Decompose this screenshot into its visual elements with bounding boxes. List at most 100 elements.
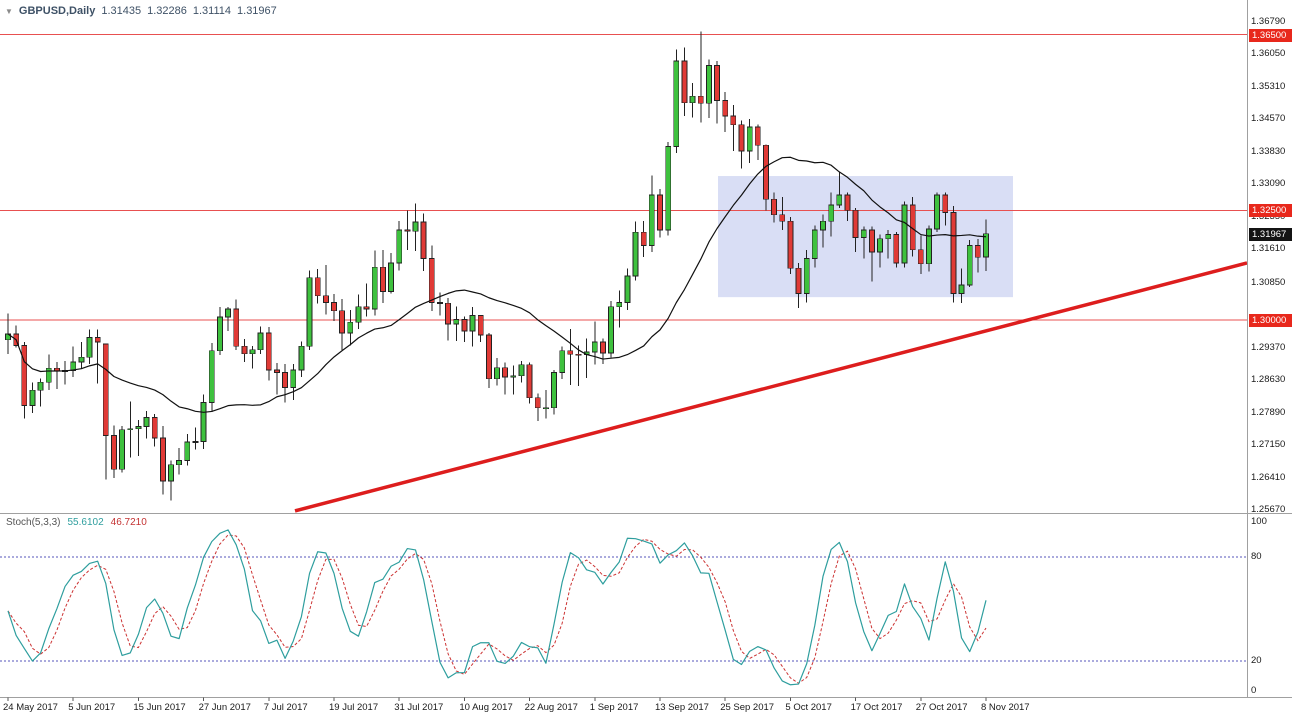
- bull-candle: [510, 375, 517, 378]
- time-axis-label: 5 Jun 2017: [68, 702, 116, 713]
- bull-candle: [648, 194, 655, 246]
- bear-candle: [241, 345, 248, 355]
- bear-candle: [437, 302, 443, 304]
- bull-candle: [208, 350, 215, 403]
- bear-candle: [21, 345, 28, 406]
- bull-candle: [616, 302, 623, 308]
- bear-candle: [331, 302, 337, 312]
- bear-candle: [428, 258, 435, 303]
- bear-candle: [322, 295, 329, 303]
- bear-candle: [869, 229, 875, 253]
- bull-candle: [551, 372, 557, 409]
- bull-candle: [966, 244, 973, 286]
- bear-candle: [771, 198, 777, 216]
- bull-candle: [347, 321, 354, 334]
- bull-candle: [86, 337, 93, 358]
- price-axis-label: 1.36790: [1251, 16, 1286, 27]
- price-axis-label: 1.33830: [1251, 145, 1286, 157]
- bull-candle: [559, 350, 566, 374]
- time-axis-label: 13 Sep 2017: [655, 702, 709, 713]
- bull-candle: [192, 441, 199, 443]
- bull-candle: [355, 306, 362, 323]
- bull-candle: [632, 231, 639, 277]
- bull-candle: [746, 126, 753, 152]
- main-price-panel[interactable]: [0, 31, 1247, 513]
- bear-candle: [575, 353, 582, 356]
- bull-candle: [396, 229, 403, 264]
- time-axis-label: 19 Jul 2017: [329, 702, 379, 713]
- bull-candle: [901, 204, 908, 264]
- bear-candle: [379, 266, 386, 292]
- time-axis-label: 1 Sep 2017: [589, 702, 639, 713]
- stochastic-signal-line: [7, 534, 987, 684]
- price-axis[interactable]: 1.36790 1.36050 1.35310 1.34570 1.33830 1.330…: [1248, 0, 1292, 698]
- price-line-badge: 1.32500: [1249, 204, 1292, 218]
- bull-candle: [543, 407, 549, 410]
- bear-candle: [917, 249, 924, 265]
- price-axis-label: 1.28630: [1251, 374, 1286, 386]
- bull-candle: [860, 229, 867, 238]
- price-line-badge: 1.36500: [1249, 28, 1292, 42]
- bull-candle: [371, 266, 378, 310]
- symbol-dropdown-icon[interactable]: ▼: [5, 6, 13, 16]
- price-axis-label: 1.35310: [1251, 80, 1286, 92]
- bear-candle: [534, 397, 541, 409]
- bull-candle: [828, 204, 835, 222]
- quote-low: 1.31114: [192, 5, 232, 17]
- bull-candle: [176, 460, 183, 466]
- time-axis-label: 17 Oct 2017: [850, 702, 903, 713]
- bear-candle: [151, 417, 158, 439]
- bull-candle: [469, 315, 476, 332]
- bull-candle: [306, 277, 313, 347]
- bull-candle: [591, 341, 598, 353]
- time-axis-label: 22 Aug 2017: [524, 702, 578, 713]
- bull-candle: [983, 233, 989, 258]
- bear-candle: [974, 244, 981, 258]
- bull-candle: [412, 221, 419, 232]
- bull-candle: [811, 229, 818, 259]
- bull-candle: [624, 275, 631, 303]
- bear-candle: [852, 209, 859, 238]
- time-axis-label: 5 Oct 2017: [785, 702, 832, 713]
- time-axis[interactable]: 24 May 2017 5 Jun 2017 15 Jun 2017 27 Jun 2…: [0, 700, 1292, 720]
- bull-candle: [290, 369, 297, 388]
- price-axis-label: 1.36050: [1251, 48, 1286, 60]
- quote-open: 1.31435: [101, 5, 142, 17]
- bull-candle: [127, 428, 134, 431]
- bear-candle: [738, 124, 745, 152]
- bull-candle: [877, 238, 883, 253]
- bull-candle: [673, 60, 680, 148]
- bull-candle: [706, 65, 712, 104]
- bear-candle: [159, 437, 166, 482]
- bear-candle: [714, 65, 720, 101]
- bear-candle: [274, 369, 280, 374]
- time-axis-label: 8 Nov 2017: [981, 702, 1030, 713]
- time-axis-label: 15 Jun 2017: [133, 702, 186, 713]
- price-line-badge: 1.30000: [1249, 313, 1292, 327]
- bull-candle: [45, 367, 52, 383]
- bull-candle: [37, 381, 44, 391]
- time-axis-label: 27 Jun 2017: [198, 702, 251, 713]
- moving-average-line[interactable]: [7, 156, 987, 413]
- bear-candle: [314, 277, 321, 297]
- bear-candle: [893, 234, 900, 264]
- bull-candle: [184, 441, 191, 461]
- ascending-trendline[interactable]: [294, 261, 1247, 513]
- stochastic-panel[interactable]: [0, 529, 1247, 686]
- quote-close: 1.31967: [237, 5, 277, 17]
- bear-candle: [233, 308, 240, 347]
- price-axis-label: 1.29370: [1251, 341, 1286, 353]
- bear-candle: [657, 194, 663, 231]
- bull-candle: [885, 234, 892, 240]
- bull-candle: [958, 284, 965, 295]
- price-axis-label: 1.34570: [1251, 113, 1286, 125]
- price-axis-label: 1.27890: [1251, 406, 1286, 418]
- time-axis-label: 27 Oct 2017: [915, 702, 968, 713]
- indicator-axis-label: 80: [1251, 550, 1262, 562]
- stochastic-main-line: [7, 529, 987, 686]
- price-axis-label: 1.31610: [1251, 243, 1286, 255]
- quote-high: 1.32286: [147, 5, 187, 17]
- bear-candle: [942, 194, 949, 213]
